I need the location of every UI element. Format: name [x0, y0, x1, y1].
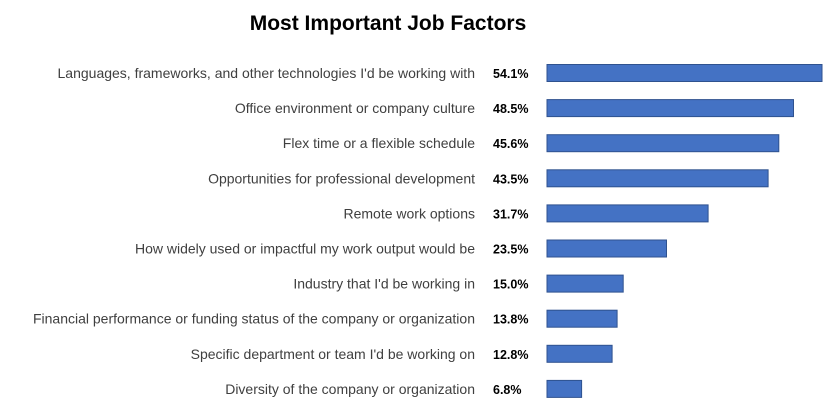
chart-title: Most Important Job Factors	[250, 12, 527, 35]
data-label: 48.5%	[493, 102, 528, 116]
bar	[546, 134, 780, 153]
data-label: 12.8%	[493, 348, 528, 362]
bar	[546, 379, 583, 398]
data-label: 23.5%	[493, 243, 528, 257]
bar	[546, 239, 667, 258]
category-label: Languages, frameworks, and other technol…	[58, 65, 475, 81]
data-label: 45.6%	[493, 137, 528, 151]
data-label: 43.5%	[493, 172, 528, 186]
category-label: Diversity of the company or organization	[225, 381, 475, 397]
bar	[546, 204, 709, 223]
data-label: 13.8%	[493, 313, 528, 327]
category-label: Industry that I'd be working in	[293, 276, 475, 292]
bar	[546, 99, 794, 118]
bar	[546, 64, 823, 82]
data-label: 54.1%	[493, 67, 528, 81]
chart-rows: Languages, frameworks, and other technol…	[33, 64, 823, 398]
data-label: 6.8%	[493, 383, 522, 397]
category-label: Office environment or company culture	[235, 100, 475, 116]
category-label: Remote work options	[343, 205, 475, 221]
bar	[546, 309, 618, 328]
category-label: Flex time or a flexible schedule	[283, 135, 475, 151]
category-label: Opportunities for professional developme…	[208, 170, 475, 186]
category-label: Financial performance or funding status …	[33, 311, 475, 327]
category-label: How widely used or impactful my work out…	[135, 241, 475, 257]
bar	[546, 344, 613, 363]
bar	[546, 274, 624, 293]
bar	[546, 169, 769, 188]
data-label: 31.7%	[493, 207, 528, 221]
category-label: Specific department or team I'd be worki…	[191, 346, 475, 362]
data-label: 15.0%	[493, 278, 528, 292]
